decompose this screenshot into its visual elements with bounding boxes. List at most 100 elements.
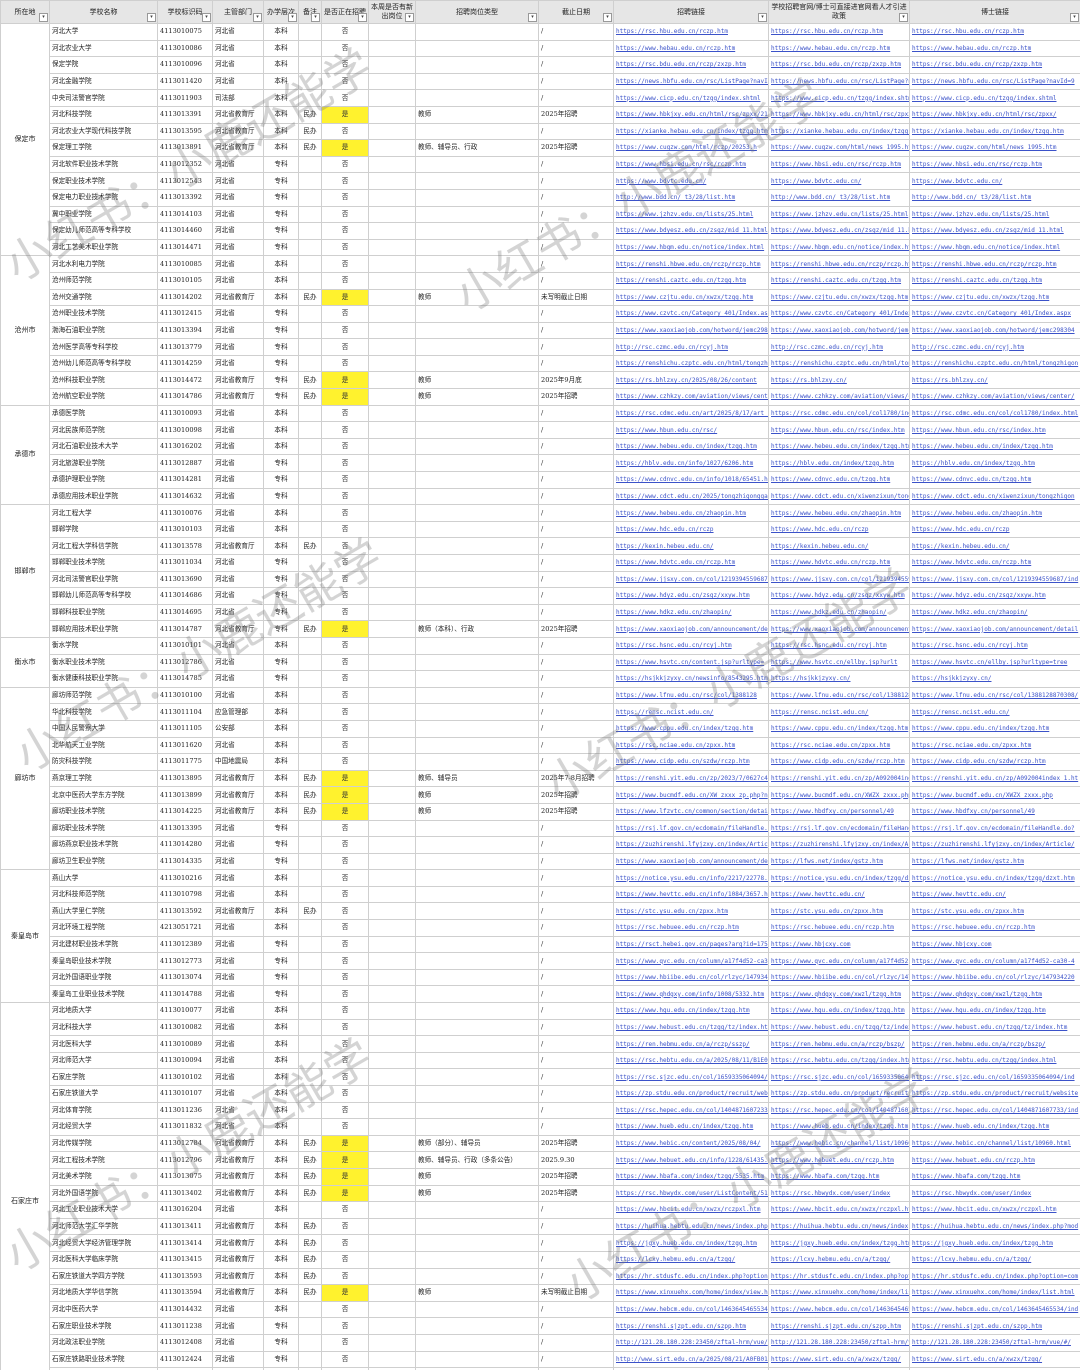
recruit-link-cell[interactable]: https://renshichu.czptc.edu.cn/html/tong… <box>613 354 769 373</box>
recruit-link-cell[interactable]: https://www.bdyesz.edu.cn/zsgz/mid_11.ht… <box>613 222 769 240</box>
official-site-link-cell[interactable]: https://www.hebeu.edu.cn/zhaopin.htm <box>768 504 910 522</box>
phd-link-cell[interactable]: https://www.hebeu.edu.cn/zhaopin.htm <box>909 504 1080 522</box>
recruit-link-cell[interactable]: https://rsc.hbu.edu.cn/rczp.htm <box>613 23 769 41</box>
phd-link-cell[interactable]: https://rsc.hbwydx.com/user/index <box>909 1184 1080 1203</box>
phd-link-cell[interactable]: https://www.hdc.edu.cn/rczp <box>909 520 1080 539</box>
recruit-link-cell[interactable]: https://notice.ysu.edu.cn/info/2217/2277… <box>613 869 769 887</box>
city-cell[interactable]: 廊坊市 <box>0 686 50 871</box>
official-site-link-cell[interactable]: https://www.hbiibe.edu.cn/col/rlzyc/147 <box>768 968 910 987</box>
filter-dropdown-icon[interactable]: ▾ <box>1070 13 1079 22</box>
phd-link-cell[interactable]: https://www.xaoxiaojob.com/announcement/… <box>909 620 1080 638</box>
filter-dropdown-icon[interactable]: ▾ <box>202 13 211 22</box>
phd-link-cell[interactable]: https://rsc.bdu.edu.cn/rczp/zxzp.htm <box>909 56 1080 74</box>
phd-link-cell[interactable]: https://www.czhkzy.com/aviation/views/ce… <box>909 388 1080 406</box>
recruit-link-cell[interactable]: https://www.bdvtc.edu.cn/ <box>613 172 769 190</box>
phd-link-cell[interactable]: https://lfws.net/index/gstz.htm <box>909 852 1080 871</box>
official-site-link-cell[interactable]: https://www.cdnvc.edu.cn/tzgg.htm <box>768 471 910 489</box>
phd-link-cell[interactable]: https://www.cdct.edu.cn/xiwenzixun/tongz… <box>909 487 1080 506</box>
official-site-link-cell[interactable]: https://www.hdkz.edu.cn/zhaopin/ <box>768 603 910 622</box>
official-site-link-cell[interactable]: https://rensc.ncist.edu.cn/ <box>768 703 910 721</box>
recruit-link-cell[interactable]: https://www.hsvtc.cn/content.jsp?urltype… <box>613 653 769 672</box>
filter-dropdown-icon[interactable]: ▾ <box>528 13 537 22</box>
recruit-link-cell[interactable]: https://lcxy.hebmu.edu.cn/a/tzgg/ <box>613 1250 769 1269</box>
header-department[interactable]: 主管部门 ▾ <box>212 0 264 24</box>
official-site-link-cell[interactable]: https://www.hebcm.edu.cn/col/1463645465 <box>768 1300 910 1319</box>
official-site-link-cell[interactable]: https://www.cidp.edu.cn/szdw/rczp.htm <box>768 753 910 771</box>
header-recruiting[interactable]: 是否正在招聘 ▾ <box>321 0 369 24</box>
phd-link-cell[interactable]: https://www.hueb.edu.cn/index/tzgg.htm <box>909 1118 1080 1136</box>
phd-link-cell[interactable]: https://rs.bhlzxy.cn/ <box>909 371 1080 390</box>
header-school-name[interactable]: 学校名称 ▾ <box>49 0 158 24</box>
recruit-link-cell[interactable]: https://xianke.hebau.edu.cn/index/tzgg.h… <box>613 122 769 141</box>
official-site-link-cell[interactable]: https://www.hbafa.com/tzgg.htm <box>768 1167 910 1186</box>
official-site-link-cell[interactable]: https://renshi.caztc.edu.cn/tzgg.htm <box>768 271 910 290</box>
official-site-link-cell[interactable]: https://www.hueb.edu.cn/index/tzgg.htm <box>768 1118 910 1136</box>
recruit-link-cell[interactable]: https://www.hdvtc.edu.cn/rczp.htm <box>613 554 769 572</box>
recruit-link-cell[interactable]: https://www.hebeu.edu.cn/index/tzgg.htm <box>613 437 769 456</box>
official-site-link-cell[interactable]: https://www.hgu.edu.cn/index/tzgg.htm <box>768 1002 910 1020</box>
official-site-link-cell[interactable]: https://zuzhirenshi.lfyjzxy.cn/index/Art <box>768 836 910 854</box>
official-site-link-cell[interactable]: https://rsc.hbu.edu.cn/rczp.htm <box>768 23 910 41</box>
phd-link-cell[interactable]: https://www.qvc.edu.cn/column/a17f4d52-c… <box>909 952 1080 970</box>
official-site-link-cell[interactable]: https://renshichu.czptc.edu.cn/html/ton <box>768 354 910 373</box>
recruit-link-cell[interactable]: https://www.cugzw.com/html/rczp/20253.h <box>613 139 769 157</box>
recruit-link-cell[interactable]: https://www.czvtc.cn/Category_401/Index.… <box>613 305 769 323</box>
recruit-link-cell[interactable]: https://www.hgu.edu.cn/index/tzgg.htm <box>613 1002 769 1020</box>
official-site-link-cell[interactable]: https://rs.bhlzxy.cn/ <box>768 371 910 390</box>
official-site-link-cell[interactable]: https://notice.ysu.edu.cn/index/tzgg/dz <box>768 869 910 887</box>
filter-dropdown-icon[interactable]: ▾ <box>39 13 48 22</box>
recruit-link-cell[interactable]: https://rsc.hebuee.edu.cn/rczp.htm <box>613 919 769 937</box>
phd-link-cell[interactable]: https://kexin.hebeu.edu.cn/ <box>909 537 1080 555</box>
city-cell[interactable]: 承德市 <box>0 404 50 506</box>
phd-link-cell[interactable]: https://www.hdyz.edu.cn/zsgz/xxyw.htm <box>909 587 1080 605</box>
official-site-link-cell[interactable]: https://www.hdvtc.edu.cn/rczp.htm <box>768 554 910 572</box>
recruit-link-cell[interactable]: https://www.hebic.cn/content/2025/08/04/ <box>613 1134 769 1153</box>
recruit-link-cell[interactable]: https://www.hbun.edu.cn/rsc/ <box>613 421 769 439</box>
phd-link-cell[interactable]: https://www.hebust.edu.cn/tzgg/tz/index.… <box>909 1018 1080 1037</box>
official-site-link-cell[interactable]: https://www.czhkzy.com/aviation/views/ce <box>768 388 910 406</box>
phd-link-cell[interactable]: https://www.hebeu.edu.cn/index/tzgg.htm <box>909 437 1080 456</box>
phd-link-cell[interactable]: https://www.hbdfxy.cn/personnel/49 <box>909 802 1080 821</box>
official-site-link-cell[interactable]: https://rsc.bdu.edu.cn/rczp/zxzp.htm <box>768 56 910 74</box>
official-site-link-cell[interactable]: https://stc.ysu.edu.cn/zpxx.htm <box>768 902 910 921</box>
filter-dropdown-icon[interactable]: ▾ <box>147 13 156 22</box>
official-site-link-cell[interactable]: https://www.hebic.cn/channel/list/10960 <box>768 1134 910 1153</box>
official-site-link-cell[interactable]: http://121.28.180.228:23450/zftal-hrm/v <box>768 1333 910 1352</box>
phd-link-cell[interactable]: https://www.hbsi.edu.cn/rsc/rczp.htm <box>909 155 1080 174</box>
recruit-link-cell[interactable]: https://www.cppu.edu.cn/index/tzgg.htm <box>613 719 769 738</box>
phd-link-cell[interactable]: https://www.hevttc.edu.cn/ <box>909 885 1080 904</box>
city-cell[interactable]: 衡水市 <box>0 636 50 688</box>
official-site-link-cell[interactable]: https://rsj.lf.gov.cn/ecdomain/fileHand <box>768 819 910 838</box>
recruit-link-cell[interactable]: https://www.lfzvtc.cn/common/section/det… <box>613 802 769 821</box>
phd-link-cell[interactable]: https://huihua.hebtu.edu.cn/news/index.p… <box>909 1217 1080 1236</box>
official-site-link-cell[interactable]: https://www.hbgm.edu.cn/notice/index.htm… <box>768 238 910 257</box>
recruit-link-cell[interactable]: https://rsc.hepec.edu.cn/col/14048716072… <box>613 1101 769 1120</box>
recruit-link-cell[interactable]: https://renshi.yit.edu.cn/zp/2023/7/0627… <box>613 769 769 788</box>
official-site-link-cell[interactable]: https://www.hbjcxy.com <box>768 935 910 954</box>
official-site-link-cell[interactable]: https://rsc.hbwydx.com/user/index <box>768 1184 910 1203</box>
recruit-link-cell[interactable]: https://www.hevttc.edu.cn/info/1084/3657… <box>613 885 769 904</box>
official-site-link-cell[interactable]: https://renshi.hbwe.edu.cn/rczp/rczp.htm <box>768 255 910 273</box>
phd-link-cell[interactable]: https://www.cugzw.com/html/news_1995.htm <box>909 139 1080 157</box>
recruit-link-cell[interactable]: https://www.czjtu.edu.cn/xwzx/tzgg.htm <box>613 288 769 307</box>
phd-link-cell[interactable]: https://www.sirt.edu.cn/a/xwzx/tzgg/ <box>909 1350 1080 1369</box>
recruit-link-cell[interactable]: https://www.hbkjxy.edu.cn/html/rsc/zpxx/… <box>613 105 769 124</box>
recruit-link-cell[interactable]: https://rsc.bdu.edu.cn/rczp/zxzp.htm <box>613 56 769 74</box>
official-site-link-cell[interactable]: https://www.jjsxy.com.cn/col/1219394559 <box>768 570 910 589</box>
phd-link-cell[interactable]: https://rsc.hebtu.edu.cn/tzgg/index.html <box>909 1051 1080 1070</box>
recruit-link-cell[interactable]: http://rsc.czmc.edu.cn/rcyj.htm <box>613 338 769 356</box>
phd-link-cell[interactable]: https://www.hgu.edu.cn/index/tzgg.htm <box>909 1002 1080 1020</box>
filter-dropdown-icon[interactable]: ▾ <box>253 13 262 22</box>
phd-link-cell[interactable]: https://hr.stdusfc.edu.cn/index.php?opti… <box>909 1267 1080 1286</box>
official-site-link-cell[interactable]: https://rsc.hsnc.edu.cn/rcyj.htm <box>768 636 910 655</box>
phd-link-cell[interactable]: https://www.hdkz.edu.cn/zhaopin/ <box>909 603 1080 622</box>
header-school-code[interactable]: 学校标识码 ▾ <box>157 0 213 24</box>
official-site-link-cell[interactable]: https://www.xaoxiaojob.com/hotword/jemc <box>768 321 910 340</box>
recruit-link-cell[interactable]: http://121.28.180.228:23450/zftal-hrm/vu… <box>613 1333 769 1352</box>
recruit-link-cell[interactable]: https://hblv.edu.cn/info/1027/6206.htm <box>613 454 769 473</box>
official-site-link-cell[interactable]: https://www.hebeu.edu.cn/index/tzgg.htm <box>768 437 910 456</box>
phd-link-cell[interactable]: https://ren.hebmu.edu.cn/a/rczp/bszp/ <box>909 1035 1080 1053</box>
official-site-link-cell[interactable]: https://kexin.hebeu.edu.cn/ <box>768 537 910 555</box>
official-site-link-cell[interactable]: https://www.hevttc.edu.cn/ <box>768 885 910 904</box>
filter-dropdown-icon[interactable]: ▾ <box>358 13 367 22</box>
